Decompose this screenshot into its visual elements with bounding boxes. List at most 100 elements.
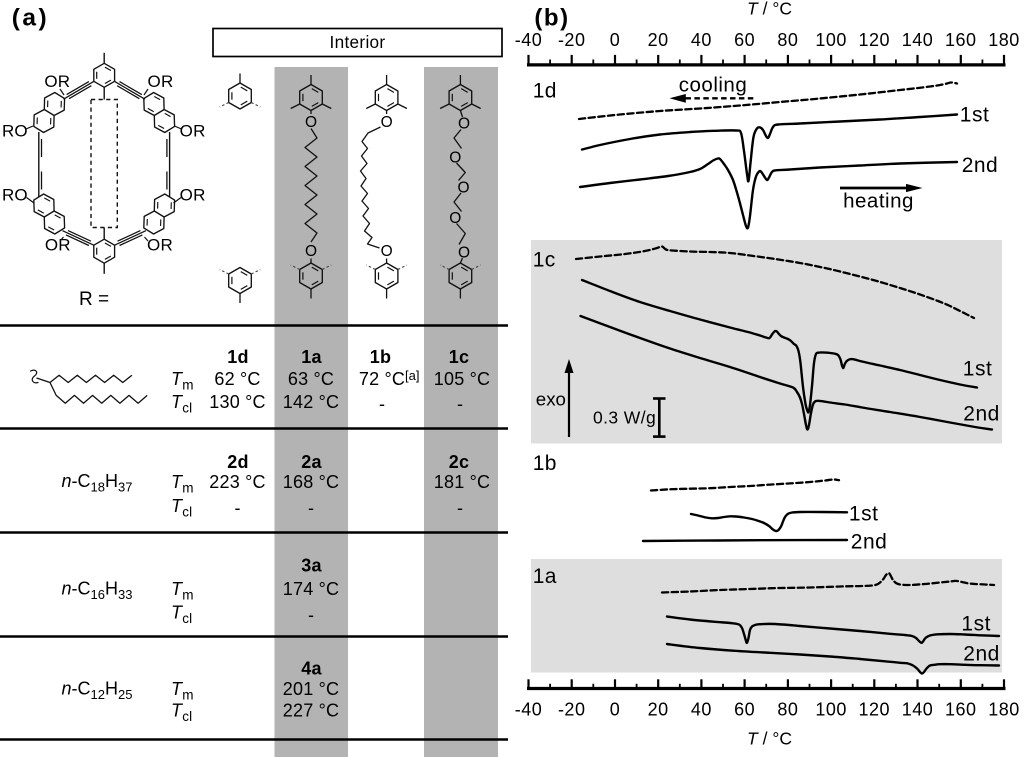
svg-text:T / °C: T / °C: [747, 0, 792, 19]
svg-text:60: 60: [734, 30, 755, 50]
svg-text:Interior: Interior: [330, 32, 386, 52]
svg-text:105 °C: 105 °C: [434, 369, 490, 389]
svg-text:142 °C: 142 °C: [283, 392, 339, 412]
svg-text:OR: OR: [147, 236, 173, 255]
svg-text:-40: -40: [515, 30, 543, 50]
svg-text:(b): (b): [534, 5, 569, 32]
svg-text:-20: -20: [558, 700, 586, 720]
svg-text:227 °C: 227 °C: [283, 701, 339, 721]
svg-text:2c: 2c: [449, 452, 469, 472]
svg-text:OR: OR: [44, 72, 70, 91]
svg-text:exo: exo: [536, 389, 566, 410]
svg-text:120: 120: [859, 700, 891, 720]
svg-text:-: -: [235, 498, 241, 518]
svg-text:1a: 1a: [533, 565, 557, 588]
svg-text:OR: OR: [148, 72, 174, 91]
svg-text:72 °C: 72 °C: [359, 369, 405, 389]
svg-text:(a): (a): [12, 5, 49, 32]
svg-text:n-C12H25: n-C12H25: [62, 679, 133, 703]
svg-text:0.3 W/g: 0.3 W/g: [593, 408, 656, 428]
svg-text:0: 0: [610, 30, 621, 50]
svg-text:1st: 1st: [849, 503, 879, 526]
svg-text:-: -: [308, 498, 314, 518]
svg-text:-20: -20: [558, 30, 586, 50]
svg-text:OR: OR: [180, 186, 206, 205]
svg-text:160: 160: [945, 700, 977, 720]
svg-text:1d: 1d: [227, 347, 248, 367]
svg-text:181 °C: 181 °C: [434, 472, 490, 492]
svg-text:Tm: Tm: [171, 369, 194, 393]
svg-text:T / °C: T / °C: [747, 729, 792, 749]
svg-text:3a: 3a: [301, 556, 322, 576]
svg-text:1c: 1c: [533, 249, 556, 272]
svg-text:1b: 1b: [370, 347, 391, 367]
svg-text:4a: 4a: [301, 659, 322, 679]
svg-text:80: 80: [777, 700, 798, 720]
svg-text:201 °C: 201 °C: [283, 679, 339, 699]
svg-text:2nd: 2nd: [963, 403, 1000, 426]
svg-text:Tcl: Tcl: [171, 701, 192, 725]
svg-text:O: O: [457, 180, 469, 197]
svg-text:100: 100: [815, 30, 847, 50]
svg-text:60: 60: [734, 700, 755, 720]
svg-text:cooling: cooling: [679, 74, 747, 97]
svg-text:O: O: [449, 150, 461, 167]
svg-text:140: 140: [902, 700, 934, 720]
svg-text:OR: OR: [45, 236, 71, 255]
svg-text:O: O: [305, 243, 317, 260]
svg-text:O: O: [305, 114, 317, 131]
svg-text:2nd: 2nd: [851, 531, 888, 554]
svg-text:1st: 1st: [963, 358, 993, 381]
svg-text:-40: -40: [515, 700, 543, 720]
svg-text:heating: heating: [843, 190, 914, 213]
svg-text:O: O: [458, 245, 470, 262]
svg-text:130 °C: 130 °C: [209, 392, 265, 412]
svg-text:1a: 1a: [301, 347, 322, 367]
svg-text:R =: R =: [79, 289, 109, 310]
svg-text:223 °C: 223 °C: [209, 472, 265, 492]
svg-text:1b: 1b: [533, 452, 557, 475]
svg-text:1d: 1d: [533, 79, 557, 102]
svg-text:160: 160: [945, 30, 977, 50]
svg-text:63 °C: 63 °C: [288, 369, 334, 389]
svg-text:180: 180: [988, 700, 1020, 720]
svg-text:Tcl: Tcl: [171, 496, 192, 520]
svg-text:2nd: 2nd: [963, 643, 1000, 666]
svg-text:174 °C: 174 °C: [283, 579, 339, 599]
svg-text:100: 100: [815, 700, 847, 720]
svg-text:[a]: [a]: [405, 368, 419, 383]
svg-text:20: 20: [648, 700, 669, 720]
svg-text:180: 180: [988, 30, 1020, 50]
svg-text:O: O: [449, 210, 461, 227]
svg-text:80: 80: [777, 30, 798, 50]
svg-text:Tm: Tm: [171, 579, 194, 603]
svg-text:O: O: [381, 243, 393, 260]
svg-text:1st: 1st: [961, 613, 991, 636]
svg-text:62 °C: 62 °C: [214, 369, 260, 389]
svg-text:140: 140: [902, 30, 934, 50]
svg-text:-: -: [379, 394, 385, 414]
svg-text:-: -: [308, 605, 314, 625]
svg-text:OR: OR: [180, 122, 206, 141]
svg-text:n-C18H37: n-C18H37: [62, 471, 133, 495]
svg-text:-: -: [457, 394, 463, 414]
svg-text:n-C16H33: n-C16H33: [62, 579, 133, 603]
svg-text:1c: 1c: [449, 347, 469, 367]
svg-text:2nd: 2nd: [962, 154, 999, 177]
svg-text:Tm: Tm: [171, 472, 194, 496]
svg-text:Tcl: Tcl: [171, 603, 192, 627]
svg-text:2d: 2d: [227, 452, 248, 472]
svg-text:168 °C: 168 °C: [283, 472, 339, 492]
svg-text:1st: 1st: [960, 104, 990, 127]
svg-text:120: 120: [859, 30, 891, 50]
svg-text:RO: RO: [2, 122, 28, 141]
svg-text:-: -: [457, 498, 463, 518]
svg-text:20: 20: [648, 30, 669, 50]
svg-text:Tcl: Tcl: [171, 392, 192, 416]
svg-text:O: O: [381, 114, 393, 131]
svg-text:40: 40: [691, 700, 712, 720]
svg-text:Tm: Tm: [171, 679, 194, 703]
svg-text:2a: 2a: [301, 452, 322, 472]
svg-text:0: 0: [610, 700, 621, 720]
svg-text:O: O: [458, 116, 470, 133]
